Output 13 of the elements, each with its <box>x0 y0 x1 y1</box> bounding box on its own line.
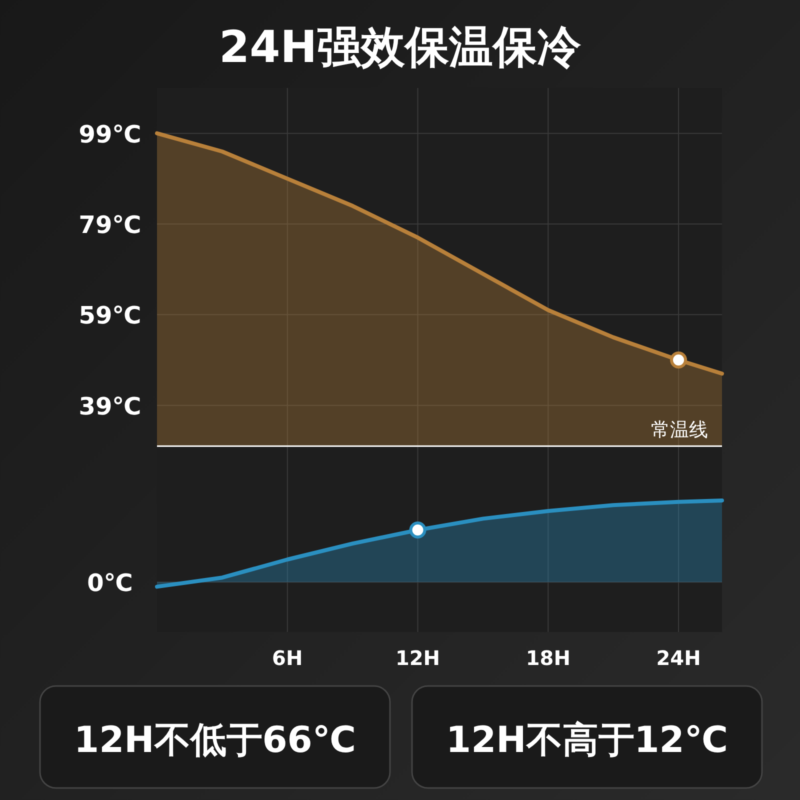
y-tick-label: 79℃ <box>78 211 142 239</box>
y-tick-label: 99℃ <box>78 120 142 148</box>
x-tick-label: 18H <box>526 646 570 670</box>
y-tick-label: 0℃ <box>87 569 133 598</box>
x-tick-label: 12H <box>395 646 440 670</box>
text: 12H不高于12℃ <box>446 720 728 761</box>
y-tick-label: 39℃ <box>78 392 142 420</box>
text: 12H不低于66℃ <box>74 720 356 761</box>
chart-title: 24H强效保温保冷 <box>218 22 582 73</box>
y-tick-label: 59℃ <box>78 302 142 330</box>
ref-line-label: 常温线 <box>651 419 708 442</box>
x-tick-label: 24H <box>656 646 701 670</box>
x-tick-label: 6H <box>272 646 303 670</box>
